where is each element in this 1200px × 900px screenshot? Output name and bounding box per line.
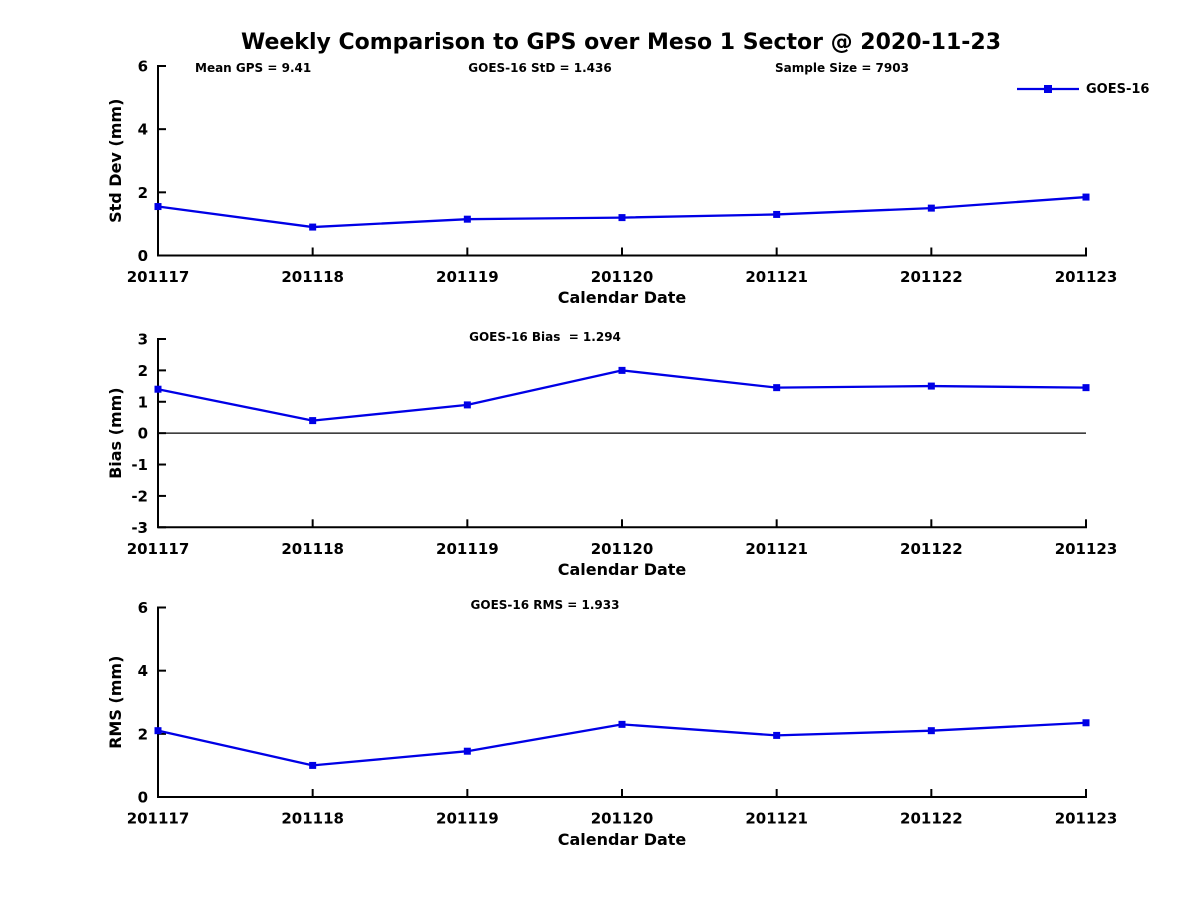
- y-tick-label: -1: [131, 456, 148, 474]
- legend: GOES-16: [1016, 81, 1149, 97]
- y-tick-label: 0: [138, 247, 148, 265]
- x-tick-label: 201119: [436, 810, 499, 828]
- data-point-marker: [773, 384, 781, 392]
- x-tick-label: 201119: [436, 540, 499, 558]
- x-tick-label: 201123: [1055, 268, 1118, 286]
- x-tick-label: 201117: [127, 810, 190, 828]
- data-point-marker: [463, 747, 471, 755]
- x-tick-label: 201122: [900, 540, 963, 558]
- y-tick-label: 0: [138, 789, 148, 807]
- x-tick-label: 201117: [127, 540, 190, 558]
- data-point-marker: [463, 401, 471, 409]
- data-point-marker: [618, 214, 626, 222]
- data-point-marker: [927, 382, 935, 390]
- x-tick-label: 201118: [281, 268, 344, 286]
- y-tick-label: -2: [131, 487, 148, 505]
- y-tick-label: 6: [138, 599, 148, 617]
- data-point-marker: [154, 727, 162, 735]
- data-point-marker: [1082, 384, 1090, 392]
- stddev-chart: 0 2 4 6 201117 201118 201119 201120 201121 201122…: [106, 58, 1118, 308]
- data-point-marker: [773, 210, 781, 218]
- bias-chart: 3 2 1 0 -1 -2 -3 201117 201118 201119 201120 201121…: [106, 331, 1118, 580]
- x-axis-label: Calendar Date: [558, 830, 687, 849]
- annotation-sample-size: Sample Size = 7903: [775, 61, 909, 75]
- figure-title: Weekly Comparison to GPS over Meso 1 Sec…: [240, 30, 1002, 55]
- data-line: [157, 369, 1087, 422]
- x-tick-label: 201123: [1055, 810, 1118, 828]
- legend-line-icon: [1017, 85, 1079, 93]
- x-axis-label: Calendar Date: [558, 560, 687, 579]
- data-point-marker: [1082, 193, 1090, 201]
- y-tick-label: 3: [138, 331, 148, 349]
- data-point-marker: [1082, 719, 1090, 727]
- y-tick-label: 2: [138, 725, 148, 743]
- annotation-mean-gps: Mean GPS = 9.41: [195, 61, 312, 75]
- y-tick-label: 2: [138, 184, 148, 202]
- data-point-marker: [618, 366, 626, 374]
- y-tick-label: 1: [138, 393, 148, 411]
- x-tick-label: 201118: [281, 540, 344, 558]
- data-point-marker: [309, 223, 317, 231]
- y-tick-label: 4: [138, 662, 148, 680]
- x-tick-label: 201121: [745, 540, 808, 558]
- x-tick-label: 201121: [745, 268, 808, 286]
- y-axis-label: Bias (mm): [106, 387, 125, 479]
- x-tick-label: 201122: [900, 268, 963, 286]
- bias-annotation: GOES-16 Bias = 1.294: [469, 330, 621, 344]
- data-point-marker: [309, 417, 317, 425]
- x-axis-label: Calendar Date: [558, 288, 687, 307]
- y-tick-label: -3: [131, 519, 148, 537]
- data-line: [157, 721, 1087, 767]
- y-axis-label: Std Dev (mm): [106, 99, 125, 223]
- data-line: [157, 195, 1087, 229]
- x-tick-label: 201120: [591, 540, 654, 558]
- data-point-marker: [463, 215, 471, 223]
- data-point-marker: [618, 720, 626, 728]
- data-point-marker: [927, 727, 935, 735]
- annotation-goes-std: GOES-16 StD = 1.436: [468, 61, 612, 75]
- x-tick-label: 201120: [591, 268, 654, 286]
- x-tick-label: 201120: [591, 810, 654, 828]
- x-tick-label: 201123: [1055, 540, 1118, 558]
- x-tick-label: 201118: [281, 810, 344, 828]
- y-tick-label: 4: [138, 121, 148, 139]
- x-tick-label: 201117: [127, 268, 190, 286]
- data-point-marker: [154, 385, 162, 393]
- data-point-marker: [773, 731, 781, 739]
- data-point-marker: [927, 204, 935, 212]
- data-point-marker: [154, 203, 162, 211]
- data-point-marker: [309, 761, 317, 769]
- rms-annotation: GOES-16 RMS = 1.933: [470, 598, 620, 612]
- y-tick-label: 0: [138, 425, 148, 443]
- x-tick-label: 201121: [745, 810, 808, 828]
- y-tick-label: 6: [138, 58, 148, 76]
- x-tick-label: 201119: [436, 268, 499, 286]
- y-tick-label: 2: [138, 362, 148, 380]
- rms-chart: 0 2 4 6 201117 201118 201119 201120 201121 201122…: [106, 599, 1118, 849]
- legend-label: GOES-16: [1086, 81, 1150, 97]
- x-tick-label: 201122: [900, 810, 963, 828]
- y-axis-label: RMS (mm): [106, 656, 125, 749]
